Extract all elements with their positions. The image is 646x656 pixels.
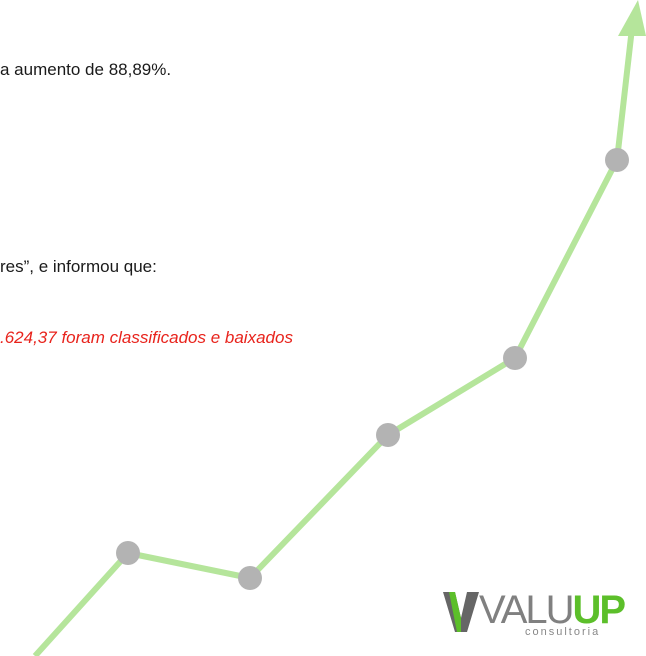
logo: VALUUP consultoria bbox=[443, 590, 646, 640]
arrow-head bbox=[618, 0, 646, 36]
logo-accent: UP bbox=[572, 590, 627, 632]
logo-tagline: consultoria bbox=[525, 626, 601, 638]
highlight-text: .624,37 foram classificados e baixados bbox=[0, 328, 293, 347]
paragraph: a aumento de 88,89%. bbox=[0, 60, 172, 79]
logo-mark bbox=[443, 592, 479, 632]
trend-points bbox=[116, 148, 629, 590]
logo-word: VALUUP bbox=[479, 590, 627, 632]
logo-name: VALU bbox=[479, 590, 575, 632]
paragraph: res”, e informou que: bbox=[0, 257, 157, 276]
